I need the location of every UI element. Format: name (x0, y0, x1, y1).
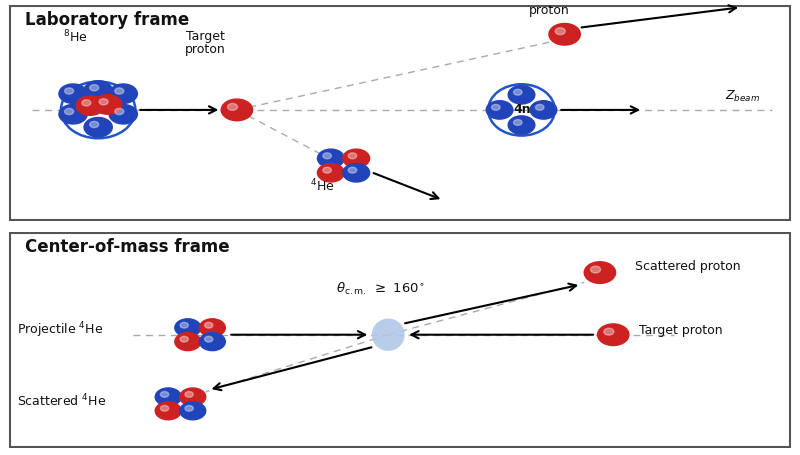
Circle shape (84, 81, 112, 100)
Circle shape (65, 88, 74, 94)
Text: Center-of-mass frame: Center-of-mass frame (26, 238, 230, 256)
Text: $\theta_{\mathrm{c.m.}}$ $\geq$ 160$^{\circ}$: $\theta_{\mathrm{c.m.}}$ $\geq$ 160$^{\c… (336, 281, 425, 297)
Circle shape (84, 117, 112, 137)
Circle shape (323, 167, 331, 173)
Circle shape (205, 336, 213, 342)
Circle shape (205, 323, 213, 328)
Text: $^{8}$He: $^{8}$He (63, 29, 87, 46)
Circle shape (161, 405, 169, 411)
Circle shape (348, 153, 357, 159)
Circle shape (343, 163, 370, 182)
Circle shape (175, 319, 201, 337)
Circle shape (180, 402, 206, 420)
Circle shape (90, 85, 98, 91)
Text: $Z_{beam}$: $Z_{beam}$ (726, 89, 761, 104)
Circle shape (109, 84, 138, 103)
Circle shape (114, 88, 124, 94)
Circle shape (222, 99, 253, 121)
Circle shape (486, 101, 513, 119)
Circle shape (180, 336, 188, 342)
Circle shape (185, 405, 194, 411)
Circle shape (323, 153, 331, 159)
Text: proton: proton (185, 43, 226, 56)
Circle shape (82, 100, 91, 106)
Circle shape (530, 101, 557, 119)
FancyBboxPatch shape (10, 233, 790, 447)
Circle shape (155, 402, 182, 420)
Circle shape (76, 96, 105, 115)
Text: Target proton: Target proton (639, 324, 722, 337)
Circle shape (508, 116, 535, 134)
Circle shape (180, 388, 206, 406)
Circle shape (161, 392, 169, 397)
Circle shape (180, 323, 188, 328)
Circle shape (508, 86, 535, 104)
Circle shape (199, 319, 226, 337)
Circle shape (59, 84, 87, 103)
Circle shape (514, 120, 522, 126)
Circle shape (199, 333, 226, 351)
Circle shape (318, 163, 344, 182)
Circle shape (343, 149, 370, 167)
Text: Target: Target (186, 30, 225, 43)
Text: Laboratory frame: Laboratory frame (26, 10, 190, 29)
Circle shape (65, 108, 74, 115)
Circle shape (175, 333, 201, 351)
Circle shape (584, 262, 616, 283)
FancyBboxPatch shape (10, 5, 790, 220)
Text: Scattered proton: Scattered proton (635, 260, 741, 273)
Text: Scattered $^{4}$He: Scattered $^{4}$He (18, 393, 106, 410)
Text: $^{4}$He: $^{4}$He (310, 177, 334, 194)
Circle shape (598, 324, 629, 345)
Circle shape (109, 105, 138, 124)
Circle shape (90, 121, 98, 127)
Circle shape (155, 388, 182, 406)
Circle shape (94, 95, 122, 114)
Circle shape (227, 103, 238, 111)
Circle shape (590, 266, 601, 273)
Circle shape (535, 104, 544, 110)
Circle shape (185, 392, 194, 397)
Circle shape (549, 24, 580, 45)
Ellipse shape (372, 318, 405, 351)
Text: Projectile $^{4}$He: Projectile $^{4}$He (18, 321, 104, 340)
Circle shape (491, 104, 500, 110)
Circle shape (604, 328, 614, 335)
Circle shape (555, 28, 566, 35)
Circle shape (114, 108, 124, 115)
Circle shape (514, 89, 522, 95)
Circle shape (318, 149, 344, 167)
Text: proton: proton (530, 4, 570, 17)
Circle shape (348, 167, 357, 173)
Text: 4n: 4n (514, 103, 531, 116)
Circle shape (59, 105, 87, 124)
Circle shape (99, 99, 108, 105)
